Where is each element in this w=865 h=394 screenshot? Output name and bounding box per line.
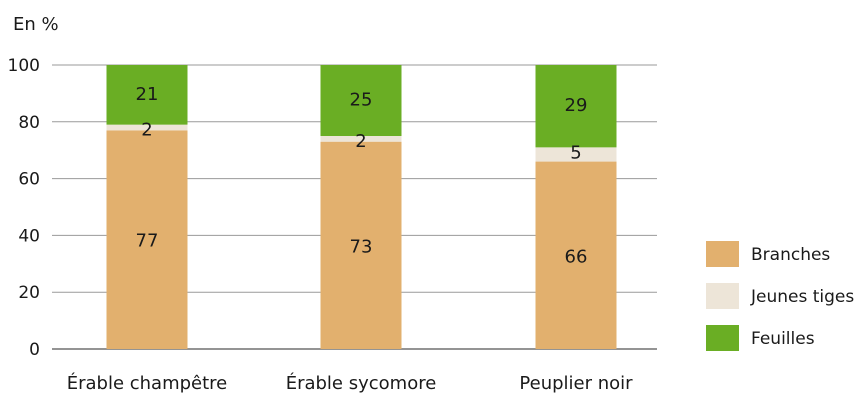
legend-label: Branches [751,245,830,265]
data-label: 77 [136,231,159,252]
legend: Branches Jeunes tiges Feuilles [706,241,854,351]
bar-segment [320,65,402,136]
x-axis-categories: Érable champêtre Érable sycomore Peuplier … [67,372,633,394]
data-label: 5 [570,142,581,163]
y-tick-label: 60 [18,170,40,190]
bar-segment [535,147,617,162]
y-tick-label: 0 [29,340,40,360]
bar-segment [320,141,402,349]
unit-label: En % [13,14,59,35]
bar-segment [535,161,617,349]
bar-segment [106,65,188,125]
y-tick-label: 80 [18,113,40,133]
y-tick-label: 20 [18,283,40,303]
bars [106,65,617,349]
data-label: 66 [565,246,588,267]
y-axis-ticks: 0 20 40 60 80 100 [8,56,40,360]
data-label: 73 [350,236,373,257]
y-tick-label: 40 [18,226,40,246]
legend-label: Feuilles [751,329,815,349]
bar-segment [320,136,402,142]
data-label: 2 [355,131,366,152]
bar-segment [106,130,188,349]
data-label: 29 [565,95,588,116]
data-label: 21 [136,84,159,105]
legend-label: Jeunes tiges [750,287,854,307]
bar-segment [106,124,188,131]
data-labels: 77 2 21 73 2 25 66 5 29 [136,84,588,267]
x-category-label: Érable champêtre [67,372,228,394]
data-label: 25 [350,90,373,111]
data-label: 2 [141,120,152,141]
legend-swatch [706,283,739,309]
y-tick-label: 100 [8,56,40,76]
legend-swatch [706,325,739,351]
legend-swatch [706,241,739,267]
x-category-label: Peuplier noir [519,373,633,394]
x-category-label: Érable sycomore [286,372,437,394]
bar-segment [535,65,617,148]
